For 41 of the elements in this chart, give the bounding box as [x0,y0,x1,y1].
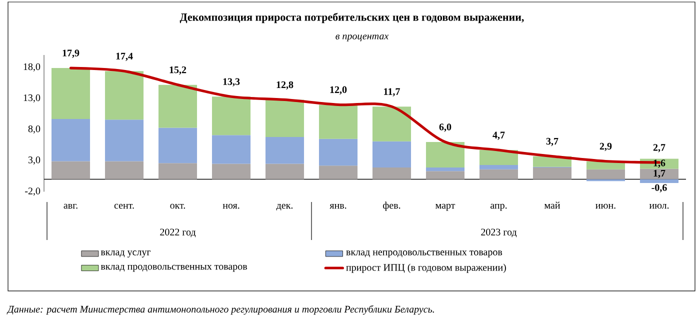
chart-title: Декомпозиция прироста потребительских цен в годовом выражении, [180,12,524,24]
data-label: 1,6 [654,160,666,168]
legend-label: вклад непродовольственных товаров [346,250,502,258]
data-label: -0,6 [652,184,667,192]
chart-subtitle: в процентах [336,34,389,42]
data-label: 12,0 [330,86,347,95]
x-tick-label: сент. [114,204,134,209]
x-tick-label: май [544,202,560,209]
x-tick-label: окт. [170,204,186,209]
y-tick-label: -2,0 [25,188,40,196]
data-label: 13,3 [223,78,240,86]
text: 2023 год [481,228,517,238]
y-tick-label: 8,0 [28,125,40,134]
x-tick-label: ноя. [222,204,240,209]
data-label: 2,9 [600,142,612,152]
legend-label: вклад продовольственных товаров [100,264,247,272]
x-tick-label: апр. [490,204,507,211]
data-label: 17,9 [62,50,80,58]
x-tick-label: дек. [276,204,293,210]
y-tick-label: 13,0 [24,94,40,103]
x-tick-label: июн. [596,204,616,209]
data-label: 3,7 [546,138,558,146]
x-tick-label: июл. [649,204,669,209]
data-label: 1,7 [654,170,666,178]
data-label: 6,0 [439,124,452,132]
data-label: 15,2 [170,66,186,75]
x-tick-label: янв. [330,204,346,209]
x-tick-label: март [436,204,456,211]
legend-label: вклад услуг [100,250,151,258]
text: 2022 год [160,228,196,238]
data-label: 11,7 [384,88,400,96]
data-label: 12,8 [276,81,294,90]
x-tick-label: авг. [64,204,78,209]
y-tick-label: 18,0 [24,63,40,72]
data-label: 2,7 [653,144,666,152]
y-tick-label: 3,0 [28,156,40,165]
data-label: 4,7 [492,132,505,140]
data-label: 17,4 [116,52,133,61]
x-tick-label: фев. [383,202,400,211]
legend-label: прирост ИПЦ (в годовом выражении) [346,264,506,273]
text: Данные: расчет Министерства антимонопольного регулирования и торговли Республики Беларусь. [6,305,434,315]
